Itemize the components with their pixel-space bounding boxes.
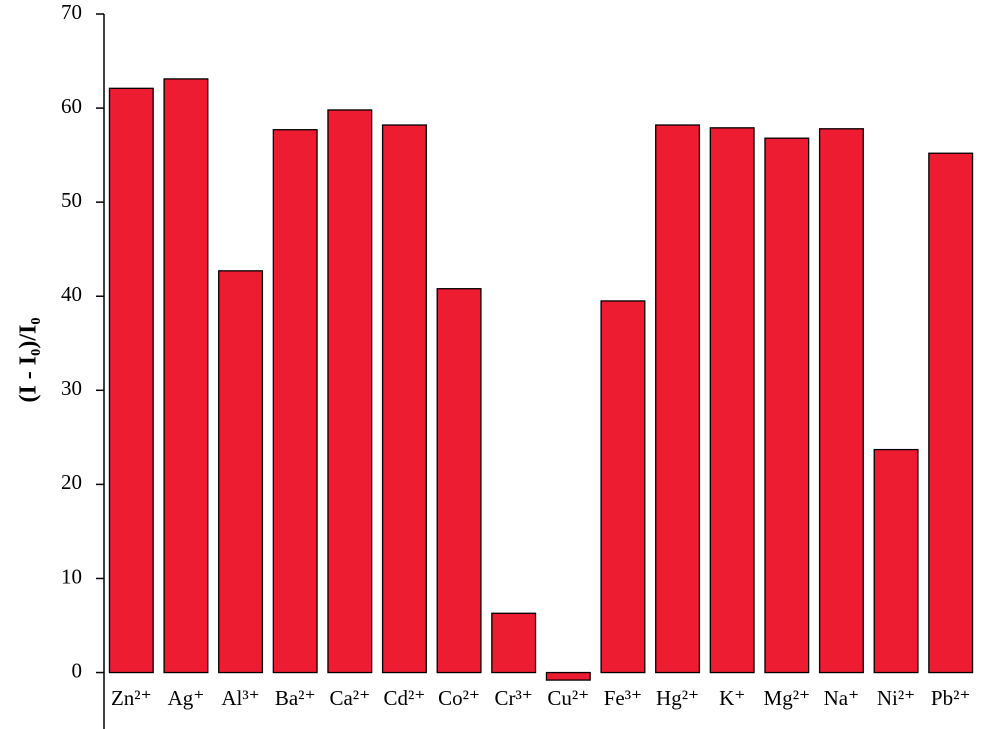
bar [655, 124, 701, 674]
y-tick-label: 0 [72, 658, 83, 682]
y-tick-label: 40 [61, 282, 82, 306]
bar [327, 109, 373, 674]
bar [218, 270, 264, 674]
x-tick-label: Pb²⁺ [931, 686, 971, 710]
bar [436, 288, 482, 674]
bar [272, 129, 318, 674]
x-tick-label: Ag⁺ [168, 686, 205, 710]
bar [600, 300, 646, 674]
bar [709, 127, 755, 674]
y-tick-label: 70 [61, 0, 82, 24]
x-tick-label: Ni²⁺ [877, 686, 915, 710]
x-tick-label: Ba²⁺ [275, 686, 316, 710]
bar [491, 612, 537, 674]
bar [928, 152, 974, 674]
x-tick-label: Co²⁺ [438, 686, 480, 710]
x-tick-label: Mg²⁺ [764, 686, 811, 710]
bar [873, 448, 919, 674]
y-axis-label: (I - I₀)/I₀ [16, 317, 42, 402]
x-tick-label: Zn²⁺ [111, 686, 152, 710]
bar [108, 87, 154, 674]
x-tick-label: Ca²⁺ [329, 686, 370, 710]
bar [818, 128, 864, 674]
bar [163, 78, 209, 674]
x-tick-label: Al³⁺ [221, 686, 259, 710]
bar [545, 671, 591, 681]
x-tick-label: Na⁺ [824, 686, 860, 710]
x-tick-label: Hg²⁺ [656, 686, 699, 710]
y-tick-label: 30 [61, 376, 82, 400]
y-tick-label: 10 [61, 564, 82, 588]
x-tick-label: Cd²⁺ [383, 686, 425, 710]
x-tick-label: Fe³⁺ [604, 686, 642, 710]
x-tick-label: Cu²⁺ [547, 686, 589, 710]
y-tick-label: 60 [61, 94, 82, 118]
y-tick-label: 20 [61, 470, 82, 494]
bar [764, 137, 810, 674]
y-tick-label: 50 [61, 188, 82, 212]
x-tick-label: K⁺ [719, 686, 745, 710]
bar [381, 124, 427, 674]
x-tick-label: Cr³⁺ [494, 686, 532, 710]
